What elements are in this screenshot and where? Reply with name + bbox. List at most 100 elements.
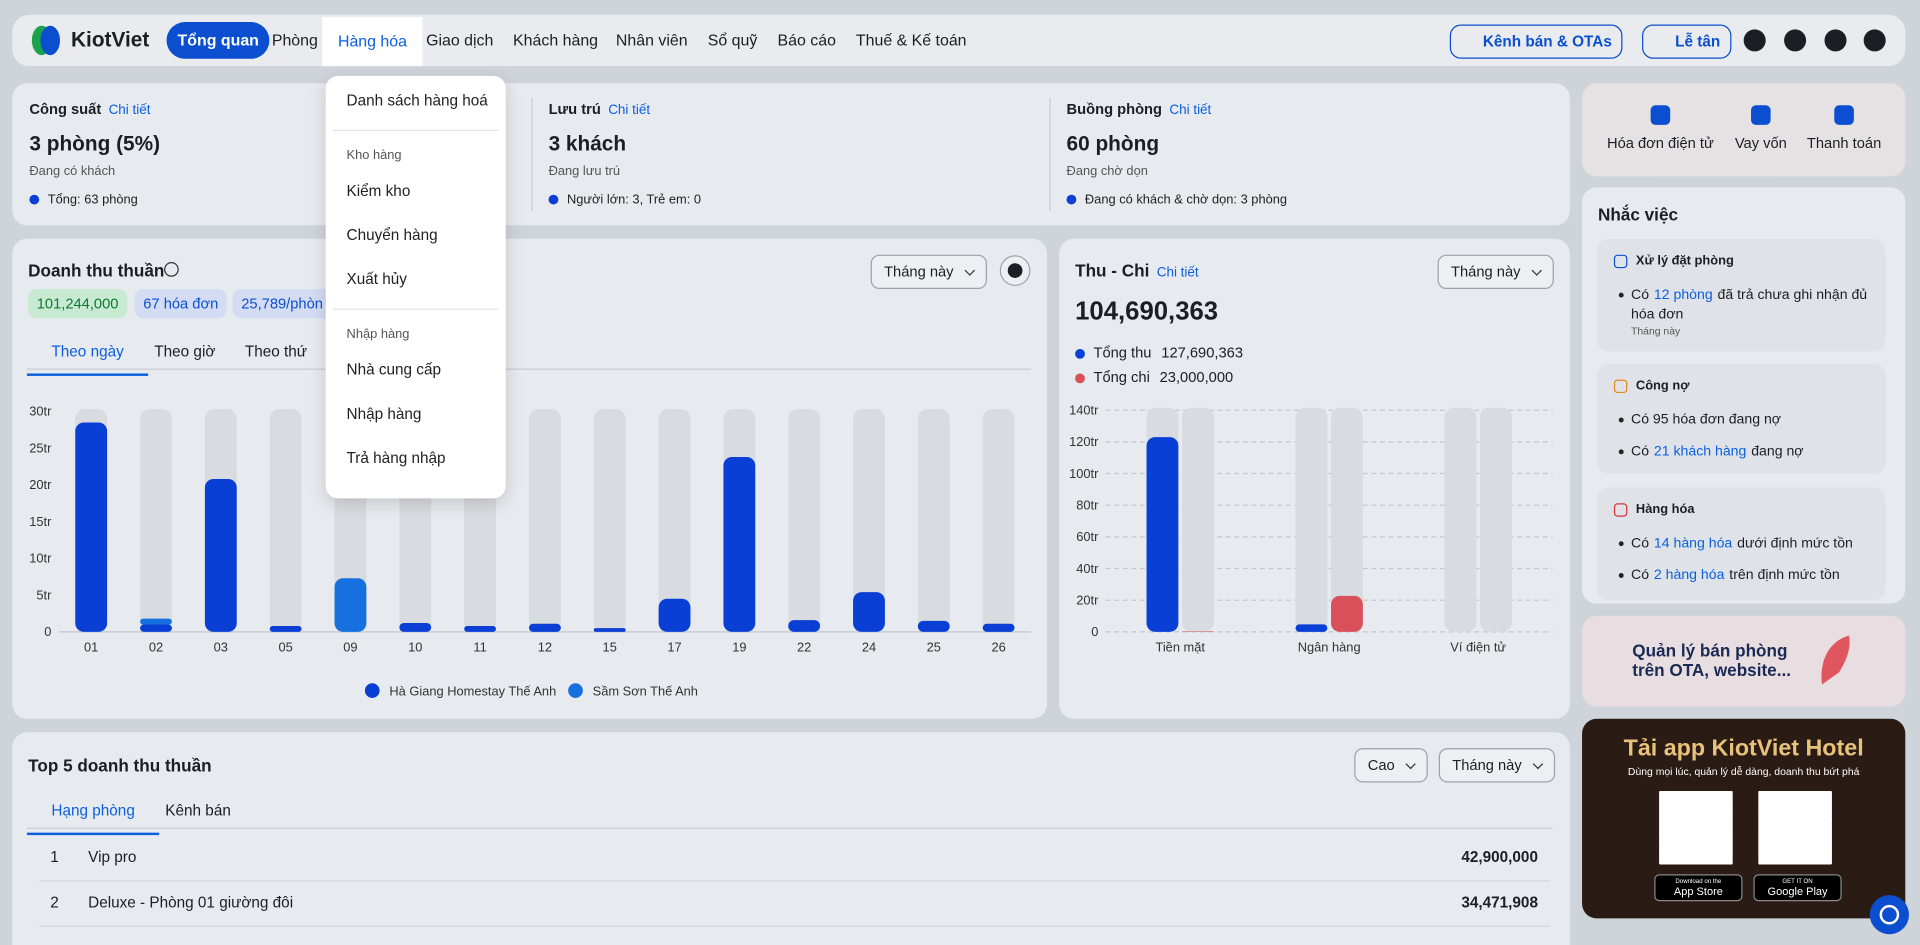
bar <box>204 479 237 632</box>
bar <box>334 578 367 632</box>
store-badge[interactable]: GET IT ON Google Play <box>1753 874 1842 902</box>
separator <box>333 308 499 310</box>
reminder-text: Có 95 hóa đơn đang nợ <box>1631 412 1782 428</box>
bar-track <box>788 408 821 632</box>
period-select[interactable]: Tháng này <box>1437 254 1554 289</box>
section-icon <box>1613 254 1628 269</box>
tab[interactable]: Theo thứ <box>244 342 308 361</box>
nav-item[interactable]: Giao dịch <box>426 30 494 49</box>
quick-action[interactable]: Hóa đơn điện tử <box>1606 134 1714 152</box>
card-title: Thu - Chi Chi tiết <box>1075 261 1199 281</box>
icon-button[interactable] <box>1863 29 1886 52</box>
top-nav: KiotViet Tổng quan Phòng Hàng hóa Giao dịch… <box>12 14 1906 67</box>
period-select[interactable]: Tháng này <box>1438 748 1555 783</box>
store-small: Download on the <box>1675 877 1722 886</box>
bar <box>528 623 561 632</box>
reminder-link[interactable]: 14 hàng hóa <box>1653 536 1733 552</box>
nav-item[interactable]: Báo cáo <box>777 30 836 49</box>
reminder-section: Xử lý đặt phòng Có 12 phòng đã trả chưa ghi… <box>1596 238 1886 352</box>
store-badge[interactable]: Download on the App Store <box>1654 874 1743 902</box>
bar-track <box>982 408 1015 632</box>
x-tick-label: 17 <box>667 639 681 654</box>
menu-item[interactable]: Nhập hàng <box>346 405 422 423</box>
menu-item[interactable]: Trả hàng nhập <box>346 449 446 467</box>
reminder-text: trên định mức tồn <box>1729 568 1840 583</box>
card-link[interactable]: Chi tiết <box>1156 265 1199 281</box>
nav-item[interactable]: Tổng quan <box>166 22 270 59</box>
stat-title-text: Lưu trú <box>548 100 601 118</box>
tab[interactable]: Hạng phòng <box>26 796 160 836</box>
sort-select[interactable]: Cao <box>1354 748 1428 783</box>
icon-button[interactable] <box>1824 29 1847 52</box>
stat-note: Người lớn: 3, Trẻ em: 0 <box>548 192 701 207</box>
promo-card[interactable]: Quản lý bán phòng trên OTA, website... <box>1582 615 1906 707</box>
menu-item[interactable]: Danh sách hàng hoá <box>346 91 488 109</box>
bar-track <box>269 408 302 632</box>
bar <box>140 618 172 625</box>
y-tick-label: 10tr <box>29 551 52 566</box>
reminder-item: Có 12 phòng đã trả chưa ghi nhận đủ hóa đơ… <box>1618 285 1876 338</box>
icon-button[interactable] <box>1784 29 1807 52</box>
bar-track <box>658 408 691 632</box>
cash-legend-label: Tổng thu <box>1093 344 1152 362</box>
reception-button[interactable]: Lễ tân <box>1642 24 1732 59</box>
x-tick-label: 02 <box>149 639 163 654</box>
legend-dot <box>568 683 583 698</box>
bar <box>788 620 821 632</box>
nav-item[interactable]: Phòng <box>271 30 318 49</box>
menu-item[interactable]: Chuyển hàng <box>346 226 438 244</box>
support-button[interactable] <box>1869 894 1911 936</box>
menu-item[interactable]: Nhà cung cấp <box>346 361 441 379</box>
nav-item[interactable]: Thuế & Kế toán <box>855 30 967 49</box>
reminder-link[interactable]: 12 phòng <box>1653 287 1713 303</box>
nav-item[interactable]: Sổ quỹ <box>707 30 758 49</box>
x-tick-label: 11 <box>473 639 486 654</box>
tab[interactable]: Theo ngày <box>26 337 149 376</box>
stat-title: Buồng phòng Chi tiết <box>1067 100 1212 117</box>
top5-card: Top 5 doanh thu thuần Cao Tháng này Hạng ph… <box>12 732 1570 945</box>
bar-track <box>1331 407 1363 632</box>
x-tick-label: 09 <box>343 639 357 654</box>
section-title: Xử lý đặt phòng <box>1635 253 1734 269</box>
bar <box>75 422 108 632</box>
bar-track <box>140 408 172 632</box>
y-tick-label: 100tr <box>1069 466 1099 481</box>
legend-label: Hà Giang Homestay Thế Anh <box>389 684 556 699</box>
tab-line <box>26 827 1553 829</box>
channel-button[interactable]: Kênh bán & OTAs <box>1449 24 1623 59</box>
menu-item[interactable]: Xuất hủy <box>346 270 407 288</box>
room-type: Vip pro <box>88 848 137 866</box>
menu-item[interactable]: Kiểm kho <box>346 182 411 200</box>
cash-legend-amount: 23,000,000 <box>1159 368 1234 386</box>
icon-button[interactable] <box>1743 29 1766 52</box>
bar <box>982 623 1015 632</box>
quick-action[interactable]: Vay vốn <box>1734 134 1787 152</box>
pie-toggle[interactable] <box>999 255 1031 287</box>
y-tick-label: 30tr <box>29 404 52 419</box>
stat-link[interactable]: Chi tiết <box>608 102 651 118</box>
y-tick-label: 5tr <box>36 587 52 602</box>
nav-item[interactable]: Nhân viên <box>615 30 688 49</box>
stat-link[interactable]: Chi tiết <box>1169 102 1212 118</box>
period-select[interactable]: Tháng này <box>870 254 987 289</box>
reminder-link[interactable]: 21 khách hàng <box>1653 444 1747 460</box>
stat-title: Lưu trú Chi tiết <box>549 100 651 117</box>
y-tick-label: 20tr <box>29 477 52 492</box>
tab[interactable]: Theo giờ <box>154 342 216 361</box>
bar-track <box>593 408 626 632</box>
nav-item[interactable]: Hàng hóa <box>322 17 423 67</box>
bar <box>1331 595 1363 632</box>
tab[interactable]: Kênh bán <box>165 802 231 820</box>
nav-item[interactable]: Khách hàng <box>513 30 599 49</box>
quick-action[interactable]: Thanh toán <box>1806 134 1882 152</box>
y-tick-label: 0 <box>1091 624 1098 639</box>
card-title-text: Thu - Chi <box>1075 260 1150 281</box>
bar-track <box>853 408 885 632</box>
x-tick-label: 05 <box>278 639 292 654</box>
stat-note-text: Tổng: 63 phòng <box>47 192 138 207</box>
reminder-link[interactable]: 2 hàng hóa <box>1653 568 1725 583</box>
bar-track <box>917 408 950 632</box>
stat-link[interactable]: Chi tiết <box>108 102 151 118</box>
qr-code <box>1654 786 1737 869</box>
quick-actions: Hóa đơn điện tử Vay vốn Thanh toán <box>1582 83 1906 177</box>
